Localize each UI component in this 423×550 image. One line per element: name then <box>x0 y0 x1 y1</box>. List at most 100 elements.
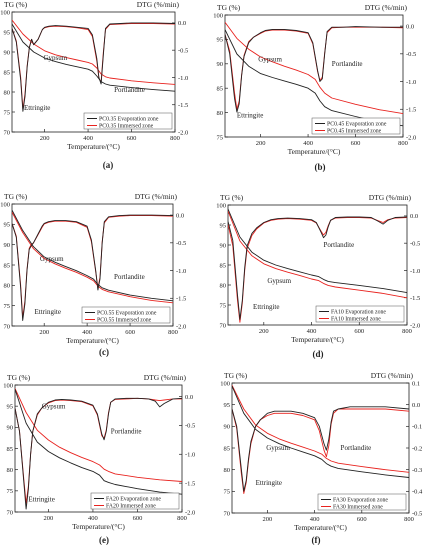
y-left-tick-label: 85 <box>224 445 231 452</box>
y-right-tick-label: 0.0 <box>176 212 184 219</box>
annotation-ettringite: Ettringite <box>237 111 263 119</box>
legend-box <box>83 112 173 130</box>
ylabel-right: DTG (%/min) <box>371 371 414 380</box>
series-line-tg-evaporation <box>232 385 409 478</box>
y-right-tick-label: -1.5 <box>176 296 186 303</box>
y-left-tick-label: 95 <box>4 29 11 36</box>
annotation-portlandite: Portlandite <box>114 86 145 94</box>
ylabel-right: DTG (%/min) <box>135 192 178 201</box>
y-right-tick-label: 0.0 <box>406 23 414 30</box>
annotation-portlandite: Portlandite <box>114 273 145 281</box>
plot-frame <box>231 382 410 514</box>
y-left-tick-label: 80 <box>4 283 11 290</box>
y-left-tick-label: 95 <box>224 402 231 409</box>
y-left-tick-label: 100 <box>0 201 10 208</box>
annotation-portlandite: Portlandite <box>341 444 372 452</box>
legend-label: PC0.55 Immersed zone <box>97 318 152 324</box>
series-line-tg-evaporation <box>12 209 173 302</box>
y-left-tick-label: 75 <box>217 134 224 141</box>
y-left-tick-label: 90 <box>220 242 227 249</box>
y-left-tick-label: 100 <box>213 12 223 19</box>
ylabel-right: DTG (%/min) <box>137 0 180 9</box>
xlabel: Temperature/(°C) <box>288 147 341 156</box>
annotation-portlandite: Portlandite <box>111 428 142 436</box>
y-right-tick-label: -1.0 <box>406 79 416 86</box>
xlabel: Temperature/(°C) <box>67 142 120 151</box>
y-right-tick-label: 0.0 <box>185 394 193 401</box>
x-tick-label: 200 <box>259 328 269 335</box>
annotation-gypsum: Gypsum <box>267 277 291 285</box>
ylabel-left: TG (%) <box>220 193 244 202</box>
ylabel-left: TG (%) <box>224 371 248 380</box>
panel-a: TG (%) DTG (%/min) Temperature/(°C) 200 400 6… <box>0 0 188 170</box>
y-left-tick-label: 80 <box>4 89 11 96</box>
x-tick-label: 400 <box>310 516 320 523</box>
panel-f: TG (%) DTG (%/min) Temperature/(°C) 200 400 6… <box>220 371 423 545</box>
x-tick-label: 600 <box>354 328 364 335</box>
series-line-dtg-evaporation <box>15 397 182 510</box>
annotation-ettringite: Ettringite <box>24 104 50 112</box>
y-right-tick-label: -1.0 <box>185 452 195 459</box>
x-tick-label: 200 <box>39 329 49 336</box>
y-left-tick-label: 75 <box>4 303 11 310</box>
plot-frame <box>11 203 174 327</box>
y-left-tick-label: 90 <box>7 425 14 432</box>
legend-label: PC0.35 Immersed zone <box>99 124 154 130</box>
y-left-tick-label: 70 <box>4 323 11 330</box>
y-left-tick-label: 95 <box>217 37 224 44</box>
ylabel-right: DTG (%/min) <box>144 373 187 382</box>
y-left-tick-label: 90 <box>4 242 11 249</box>
y-right-tick-label: 0.0 <box>178 20 186 27</box>
xlabel: Temperature/(°C) <box>294 523 347 532</box>
y-right-tick-label: -0.4 <box>412 489 423 496</box>
y-left-tick-label: 85 <box>4 69 11 76</box>
ylabel-right: DTG (%/min) <box>365 3 408 12</box>
x-tick-label: 800 <box>398 140 408 147</box>
legend-label: FA30 Evaporation zone <box>333 498 388 504</box>
panel-label: (d) <box>313 349 324 359</box>
series-line-tg-immersed <box>232 385 409 473</box>
y-left-tick-label: 70 <box>224 510 231 517</box>
y-right-tick-label: -0.5 <box>185 423 195 430</box>
series-line-tg-evaporation <box>15 389 182 495</box>
legend-label: PC0.55 Evaporation zone <box>97 311 157 317</box>
annotation-ettringite: Ettringite <box>256 479 282 487</box>
series-line-tg-immersed <box>228 210 407 299</box>
x-tick-label: 800 <box>177 515 187 522</box>
legend-label: FA10 Evaporation zone <box>331 310 386 316</box>
y-left-tick-label: 95 <box>7 403 14 410</box>
y-right-tick-label: -0.5 <box>178 47 188 54</box>
annotation-portlandite: Portlandite <box>332 60 363 68</box>
legend-box <box>311 117 401 135</box>
series-line-tg-immersed <box>12 19 175 85</box>
legend-label: FA20 Evaporation zone <box>106 497 161 503</box>
series-line-tg-evaporation <box>225 29 403 127</box>
panel-label: (f) <box>312 535 321 545</box>
y-right-tick-label: -1.0 <box>176 268 186 275</box>
y-right-tick-label: -1.5 <box>185 480 195 487</box>
y-right-tick-label: -2.0 <box>176 323 186 330</box>
x-tick-label: 800 <box>168 329 178 336</box>
y-left-tick-label: 90 <box>217 61 224 68</box>
y-left-tick-label: 85 <box>7 446 14 453</box>
x-tick-label: 400 <box>303 140 313 147</box>
y-right-tick-label: -0.5 <box>410 240 420 247</box>
y-left-tick-label: 70 <box>7 509 14 516</box>
x-tick-label: 800 <box>402 328 412 335</box>
x-tick-label: 200 <box>263 516 273 523</box>
panel-label: (a) <box>103 160 114 170</box>
series-line-tg-immersed <box>12 211 173 304</box>
y-left-tick-label: 75 <box>7 488 14 495</box>
x-tick-label: 200 <box>44 515 54 522</box>
xlabel: Temperature/(°C) <box>291 335 344 344</box>
xlabel: Temperature/(°C) <box>66 336 119 345</box>
panel-c: TG (%) DTG (%/min) Temperature/(°C) 200 400 6… <box>0 192 186 357</box>
legend-box <box>90 492 180 510</box>
legend-label: PC0.45 Immersed zone <box>327 129 382 135</box>
legend-box <box>81 306 171 324</box>
y-left-tick-label: 95 <box>4 222 11 229</box>
x-tick-label: 600 <box>357 516 367 523</box>
annotation-gypsum: Gypsum <box>266 444 290 452</box>
annotation-gypsum: Gypsum <box>44 54 68 62</box>
